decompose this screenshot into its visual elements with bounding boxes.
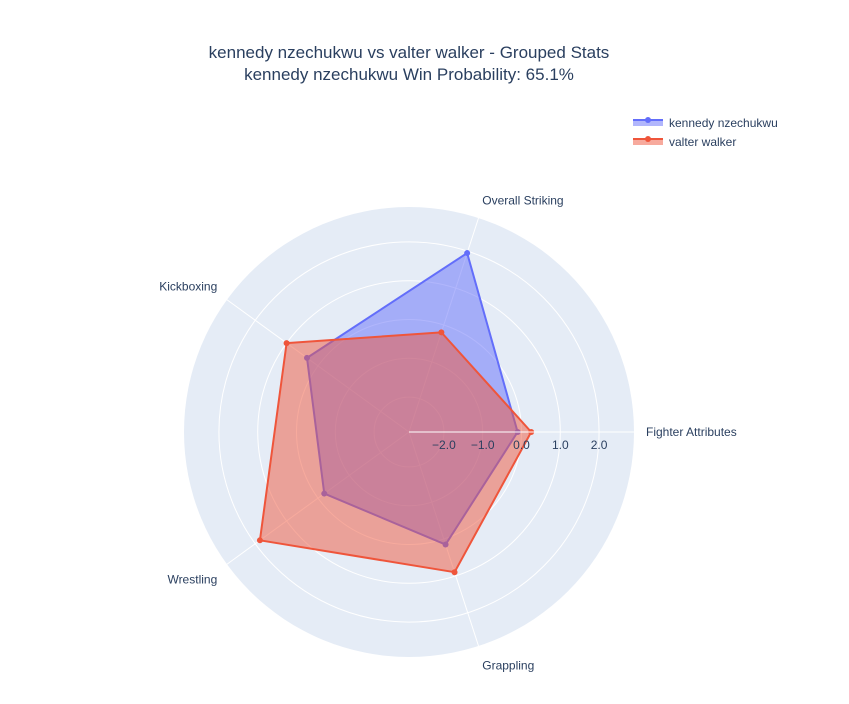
angular-axis-label: Fighter Attributes — [646, 425, 737, 439]
legend-marker — [645, 117, 651, 123]
radial-tick-label: 1.0 — [552, 438, 569, 452]
series-1 — [256, 329, 535, 576]
series-point[interactable] — [451, 569, 458, 576]
series-point[interactable] — [283, 340, 290, 347]
series-layer — [256, 250, 535, 576]
chart-subtitle: kennedy nzechukwu Win Probability: 65.1% — [244, 65, 574, 84]
legend-label: valter walker — [669, 135, 736, 149]
polar-plot: −2.0 −1.0 0.0 1.0 2.0 Fighter Attributes Over… — [159, 194, 736, 673]
radial-tick-label: −1.0 — [471, 438, 495, 452]
radial-tick-label: 0.0 — [513, 438, 530, 452]
chart-title: kennedy nzechukwu vs valter walker - Gro… — [209, 43, 610, 62]
series-point[interactable] — [438, 329, 445, 336]
legend-label: kennedy nzechukwu — [669, 116, 778, 130]
angular-axis-label: Wrestling — [167, 572, 217, 586]
legend-item[interactable]: kennedy nzechukwu — [633, 116, 778, 130]
legend-marker — [645, 136, 651, 142]
angular-axis-labels: Fighter Attributes Overall Striking Kickbo… — [159, 194, 736, 673]
radial-tick-label: 2.0 — [591, 438, 608, 452]
legend: kennedy nzechukwu valter walker — [633, 116, 778, 149]
legend-item[interactable]: valter walker — [633, 135, 736, 149]
series-point[interactable] — [256, 537, 263, 544]
angular-axis-label: Grappling — [482, 658, 534, 672]
series-point[interactable] — [464, 250, 471, 257]
angular-axis-label: Kickboxing — [159, 280, 217, 294]
radial-tick-label: −2.0 — [432, 438, 456, 452]
angular-axis-label: Overall Striking — [482, 194, 563, 208]
radial-tick-labels: −2.0 −1.0 0.0 1.0 2.0 — [432, 438, 608, 452]
series-area — [258, 331, 533, 574]
